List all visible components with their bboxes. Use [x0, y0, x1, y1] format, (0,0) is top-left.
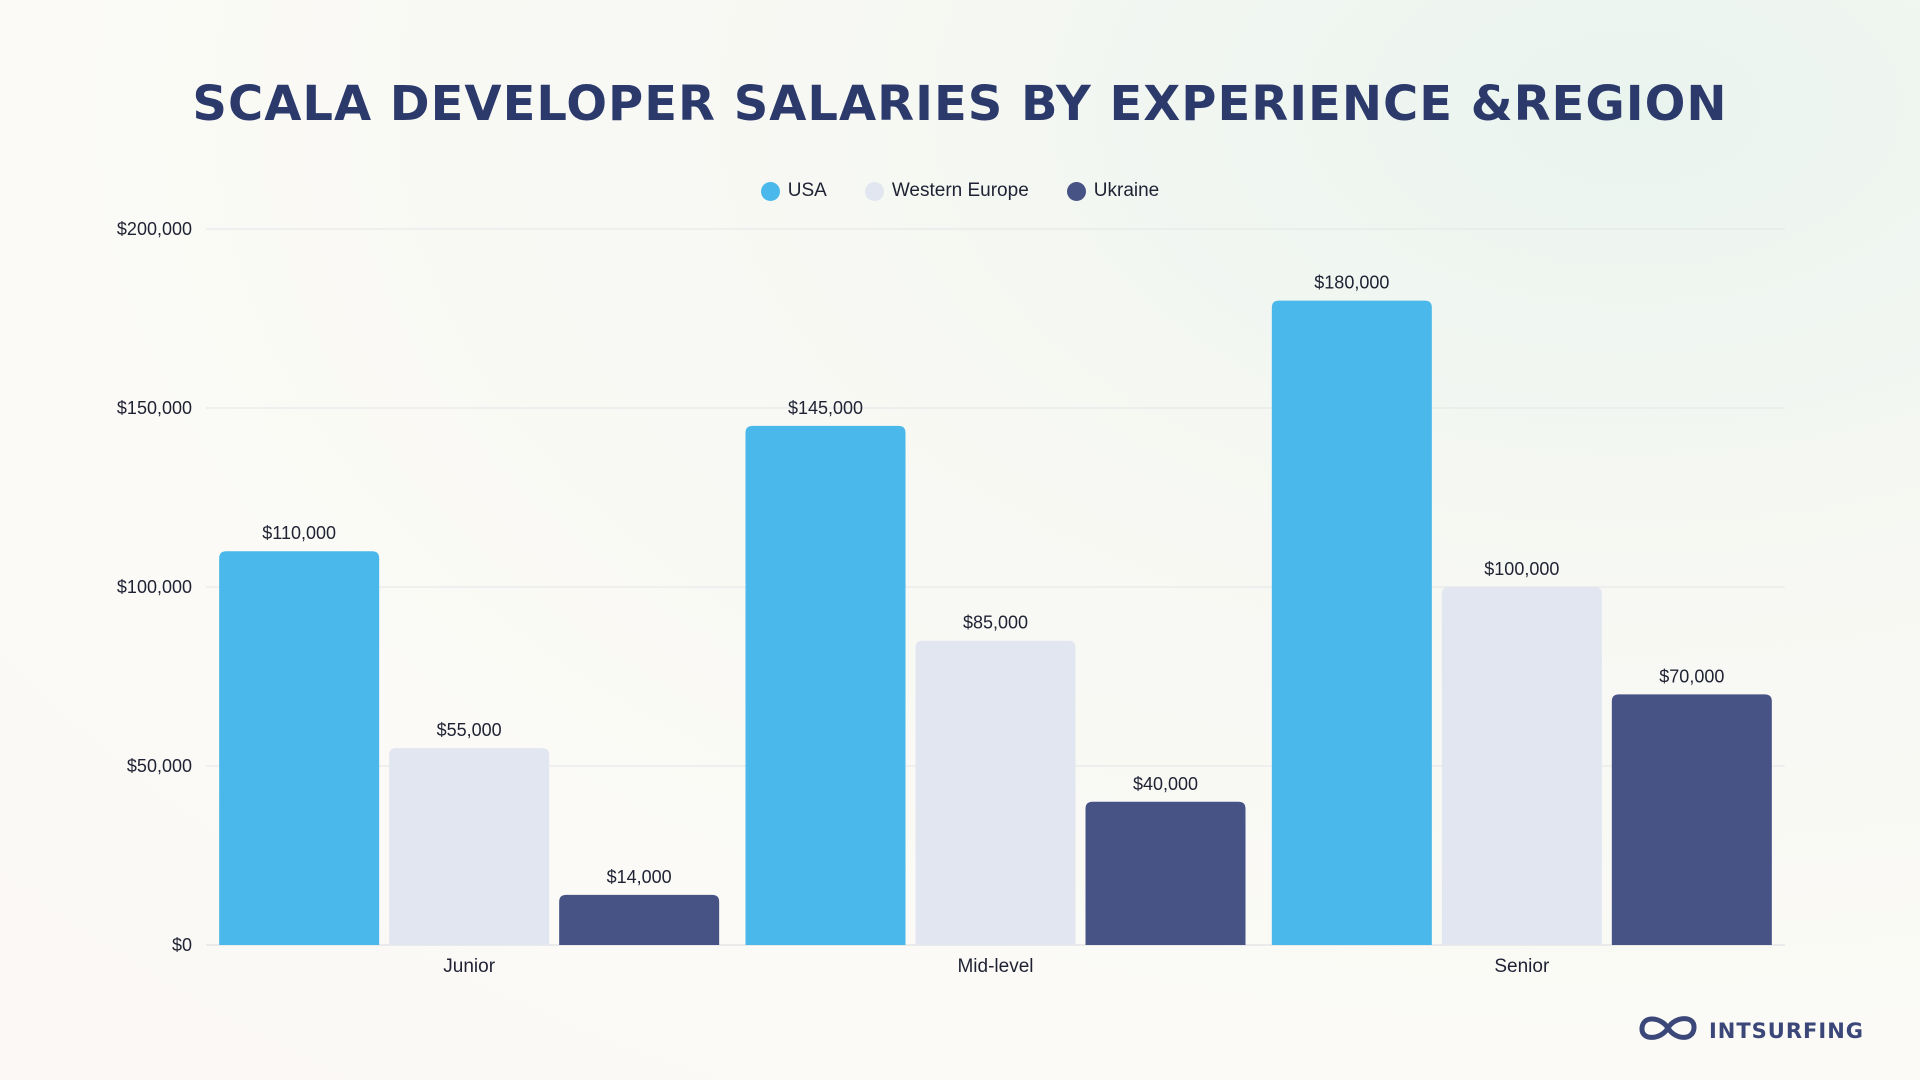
legend-swatch-usa: [760, 181, 780, 201]
logo-text: INTSURFING: [1708, 1018, 1864, 1043]
data-label: $100,000: [1484, 559, 1559, 579]
y-tick-label: $50,000: [127, 756, 192, 776]
x-tick-label: Junior: [443, 956, 495, 977]
y-tick-label: $150,000: [117, 398, 192, 418]
y-tick-label: $100,000: [117, 577, 192, 597]
bar-usa-senior[interactable]: [1271, 300, 1432, 946]
legend-swatch-ukraine: [1066, 181, 1086, 201]
bar-western-europe-mid-level[interactable]: [915, 640, 1076, 945]
bars-layer: [219, 300, 1772, 946]
x-tick-label: Senior: [1494, 956, 1550, 977]
y-tick-label: $0: [172, 935, 192, 955]
data-label: $110,000: [262, 523, 336, 543]
legend-swatch-western-europe: [864, 181, 884, 201]
data-label: $40,000: [1133, 774, 1198, 794]
x-tick-label: Mid-level: [957, 956, 1033, 977]
bar-usa-junior[interactable]: [219, 551, 380, 945]
bar-western-europe-senior[interactable]: [1441, 587, 1602, 945]
legend-label-usa: USA: [787, 180, 827, 201]
legend-item-western-europe[interactable]: Western Europe: [864, 180, 1029, 202]
data-labels-layer: $110,000 $55,000 $14,000 $145,000 $85,000 $40…: [262, 273, 1724, 887]
legend-item-usa[interactable]: USA: [760, 180, 827, 202]
chart-title: SCALA DEVELOPER SALARIES BY EXPERIENCE &…: [192, 76, 1728, 132]
data-label: $55,000: [437, 720, 502, 740]
bar-ukraine-mid-level[interactable]: [1085, 801, 1246, 945]
legend-label-ukraine: Ukraine: [1093, 180, 1160, 201]
bar-ukraine-junior[interactable]: [559, 894, 720, 945]
bar-usa-mid-level[interactable]: [745, 425, 906, 945]
x-axis-ticks: Junior Mid-level Senior: [443, 956, 1550, 977]
y-tick-label: $200,000: [117, 219, 192, 239]
data-label: $180,000: [1314, 273, 1389, 293]
data-label: $85,000: [963, 613, 1028, 633]
y-axis-ticks: $0 $50,000 $100,000 $150,000 $200,000: [117, 219, 192, 955]
bar-chart: $0 $50,000 $100,000 $150,000 $200,000 $110,0…: [117, 219, 1785, 977]
bar-western-europe-junior[interactable]: [389, 748, 550, 945]
data-label: $145,000: [788, 398, 863, 418]
data-label: $70,000: [1659, 666, 1724, 686]
data-label: $14,000: [607, 867, 672, 887]
chart-legend: USA Western Europe Ukraine: [0, 180, 1920, 202]
legend-label-western-europe: Western Europe: [891, 180, 1029, 201]
bar-ukraine-senior[interactable]: [1611, 694, 1772, 945]
legend-item-ukraine[interactable]: Ukraine: [1066, 180, 1160, 202]
brand-logo[interactable]: INTSURFING: [1637, 1011, 1864, 1050]
infinity-icon: [1637, 1011, 1699, 1050]
